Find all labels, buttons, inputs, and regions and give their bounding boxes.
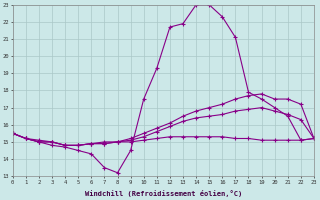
X-axis label: Windchill (Refroidissement éolien,°C): Windchill (Refroidissement éolien,°C) — [85, 190, 242, 197]
